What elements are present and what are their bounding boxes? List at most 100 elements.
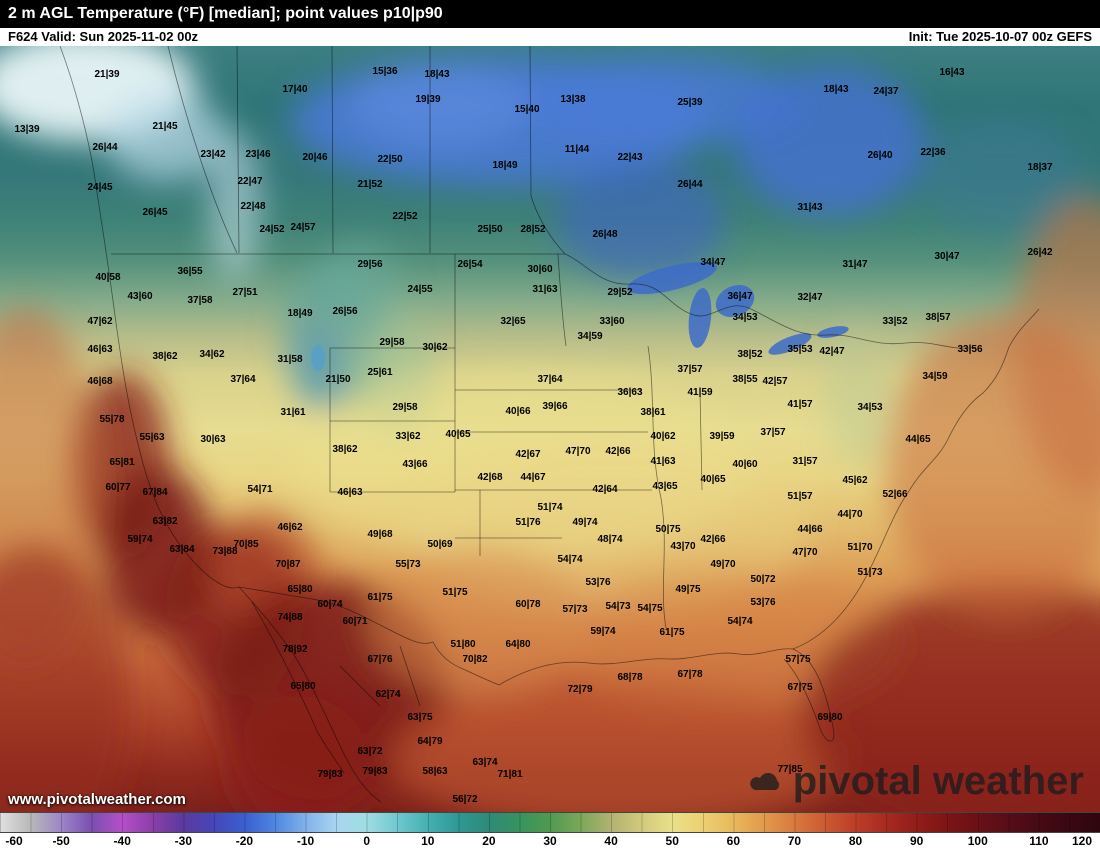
colorbar-tick-label: 100 [967, 834, 988, 848]
point-value: 50|72 [750, 574, 776, 585]
point-value: 37|57 [760, 427, 786, 438]
point-value: 40|66 [505, 406, 531, 417]
point-values-layer: 21|39 17|40 15|36 18|43 19|39 15|40 13|38 25|39… [0, 46, 1100, 812]
point-value: 56|72 [452, 794, 478, 805]
point-value: 30|47 [934, 251, 960, 262]
point-value: 54|71 [247, 484, 273, 495]
point-value: 45|62 [842, 475, 868, 486]
point-value: 30|60 [527, 264, 553, 275]
point-value: 42|57 [762, 376, 788, 387]
point-value: 77|85 [777, 764, 803, 775]
point-value: 60|71 [342, 616, 368, 627]
map-title: 2 m AGL Temperature (°F) [median]; point… [8, 5, 443, 22]
point-value: 38|61 [640, 407, 666, 418]
init-time-label: Init: Tue 2025-10-07 00z GEFS [908, 29, 1092, 44]
point-value: 46|63 [87, 344, 113, 355]
point-value: 21|45 [152, 121, 178, 132]
point-value: 19|39 [415, 94, 441, 105]
point-value: 60|74 [317, 599, 343, 610]
colorbar-tick-label: 60 [726, 834, 741, 848]
point-value: 65|80 [290, 681, 316, 692]
point-value: 35|53 [787, 344, 813, 355]
colorbar-tick-label: 10 [421, 834, 435, 848]
point-value: 55|63 [139, 432, 165, 443]
point-value: 31|47 [842, 259, 868, 270]
point-value: 67|78 [677, 669, 703, 680]
temperature-blobs [0, 46, 1100, 812]
point-value: 63|72 [357, 746, 383, 757]
point-value: 42|66 [700, 534, 726, 545]
point-value: 18|49 [492, 160, 518, 171]
point-value: 34|59 [577, 331, 603, 342]
point-value: 44|65 [905, 434, 931, 445]
point-value: 26|44 [677, 179, 703, 190]
point-value: 36|63 [617, 387, 643, 398]
point-value: 31|43 [797, 202, 823, 213]
point-value: 51|80 [450, 639, 476, 650]
point-value: 26|48 [592, 229, 618, 240]
point-value: 51|73 [857, 567, 883, 578]
point-value: 36|55 [177, 266, 203, 277]
point-value: 21|39 [94, 69, 120, 80]
point-value: 54|74 [727, 616, 753, 627]
point-value: 55|73 [395, 559, 421, 570]
point-value: 59|74 [127, 534, 153, 545]
point-value: 31|63 [532, 284, 558, 295]
point-value: 68|78 [617, 672, 643, 683]
point-value: 29|58 [379, 337, 405, 348]
point-value: 30|63 [200, 434, 226, 445]
point-value: 28|52 [520, 224, 546, 235]
point-value: 18|43 [823, 84, 849, 95]
point-value: 79|83 [317, 769, 343, 780]
point-value: 16|43 [939, 67, 965, 78]
point-value: 70|87 [275, 559, 301, 570]
point-value: 55|78 [99, 414, 125, 425]
point-value: 78|92 [282, 644, 308, 655]
point-value: 51|74 [537, 502, 563, 513]
point-value: 40|62 [650, 431, 676, 442]
point-value: 61|75 [367, 592, 393, 603]
point-value: 18|49 [287, 308, 313, 319]
point-value: 60|77 [105, 482, 131, 493]
point-value: 52|66 [882, 489, 908, 500]
point-value: 34|62 [199, 349, 225, 360]
point-value: 38|55 [732, 374, 758, 385]
point-value: 60|78 [515, 599, 541, 610]
point-value: 58|63 [422, 766, 448, 777]
colorbar-tick-label: 0 [363, 834, 370, 848]
point-value: 67|76 [367, 654, 393, 665]
point-value: 73|88 [212, 546, 238, 557]
point-value: 63|84 [169, 544, 195, 555]
point-value: 51|57 [787, 491, 813, 502]
temperature-colorbar: -60 -50 -40 -30 -20 -10 0 10 20 30 40 50 60 70 80 90 100… [0, 812, 1100, 850]
point-value: 54|75 [637, 603, 663, 614]
point-value: 41|63 [650, 456, 676, 467]
point-value: 24|55 [407, 284, 433, 295]
point-value: 32|65 [500, 316, 526, 327]
point-value: 34|59 [922, 371, 948, 382]
point-value: 70|82 [462, 654, 488, 665]
point-value: 34|53 [732, 312, 758, 323]
point-value: 71|81 [497, 769, 523, 780]
point-value: 63|82 [152, 516, 178, 527]
point-value: 51|75 [442, 587, 468, 598]
point-value: 23|42 [200, 149, 226, 160]
colorbar-tick-label: 30 [543, 834, 557, 848]
point-value: 34|47 [700, 257, 726, 268]
point-value: 34|53 [857, 402, 883, 413]
point-value: 18|43 [424, 69, 450, 80]
point-value: 62|74 [375, 689, 401, 700]
point-value: 25|39 [677, 97, 703, 108]
point-value: 11|44 [564, 144, 590, 155]
colorbar-tick-label: 50 [665, 834, 679, 848]
point-value: 44|66 [797, 524, 823, 535]
point-value: 33|60 [599, 316, 625, 327]
temperature-field-svg [0, 46, 1100, 812]
point-value: 23|46 [245, 149, 271, 160]
point-value: 26|44 [92, 142, 118, 153]
point-value: 79|83 [362, 766, 388, 777]
point-value: 37|57 [677, 364, 703, 375]
point-value: 46|68 [87, 376, 113, 387]
point-value: 42|64 [592, 484, 618, 495]
